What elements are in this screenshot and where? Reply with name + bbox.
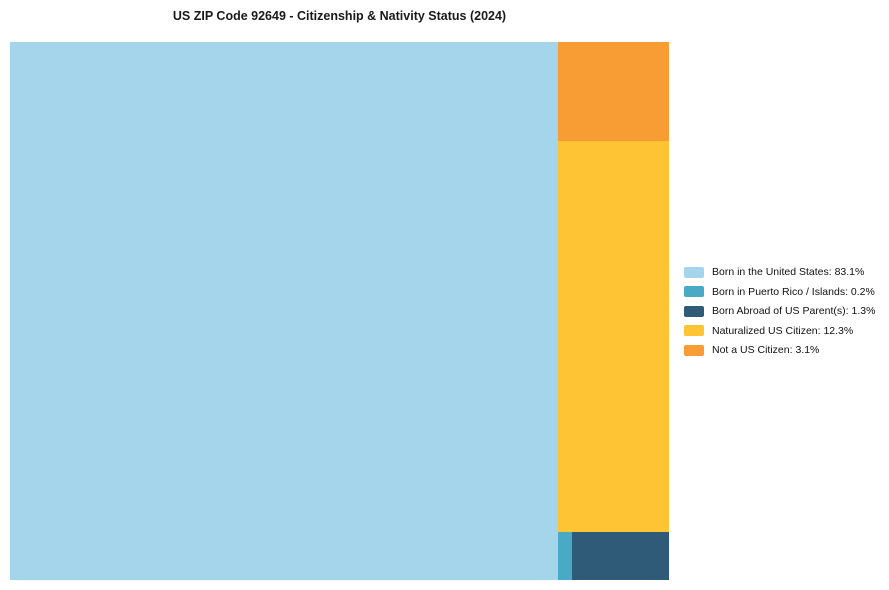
treemap-segment-not-a-citizen	[557, 42, 669, 141]
legend-label-not-a-citizen: Not a US Citizen: 3.1%	[712, 344, 820, 356]
treemap-segment-born-in-us	[10, 42, 558, 580]
legend-swatch-not-a-citizen	[684, 344, 704, 356]
legend-swatch-born-in-us	[684, 266, 704, 278]
legend-label-born-abroad: Born Abroad of US Parent(s): 1.3%	[712, 305, 876, 317]
treemap-segment-puerto-rico	[557, 532, 573, 580]
legend-item-born-abroad: Born Abroad of US Parent(s): 1.3%	[684, 305, 875, 317]
treemap-segment-born-abroad	[572, 532, 669, 580]
legend-label-puerto-rico: Born in Puerto Rico / Islands: 0.2%	[712, 285, 875, 298]
legend-item-not-a-citizen: Not a US Citizen: 3.1%	[684, 344, 875, 356]
treemap-right-column	[557, 42, 669, 580]
legend-swatch-puerto-rico	[684, 286, 704, 297]
chart-title: US ZIP Code 92649 - Citizenship & Nativi…	[172, 9, 507, 23]
legend-item-naturalized: Naturalized US Citizen: 12.3%	[684, 325, 875, 337]
legend-swatch-naturalized	[684, 325, 704, 336]
legend-swatch-born-abroad	[684, 305, 704, 317]
legend-item-born-in-us: Born in the United States: 83.1%	[684, 266, 875, 278]
legend: Born in the United States: 83.1% Born in…	[684, 266, 875, 356]
treemap	[10, 42, 669, 580]
treemap-segment-naturalized	[557, 140, 669, 533]
treemap-bottom-row	[557, 532, 669, 580]
legend-item-puerto-rico: Born in Puerto Rico / Islands: 0.2%	[684, 286, 875, 298]
legend-label-naturalized: Naturalized US Citizen: 12.3%	[712, 324, 854, 337]
legend-label-born-in-us: Born in the United States: 83.1%	[712, 266, 865, 278]
